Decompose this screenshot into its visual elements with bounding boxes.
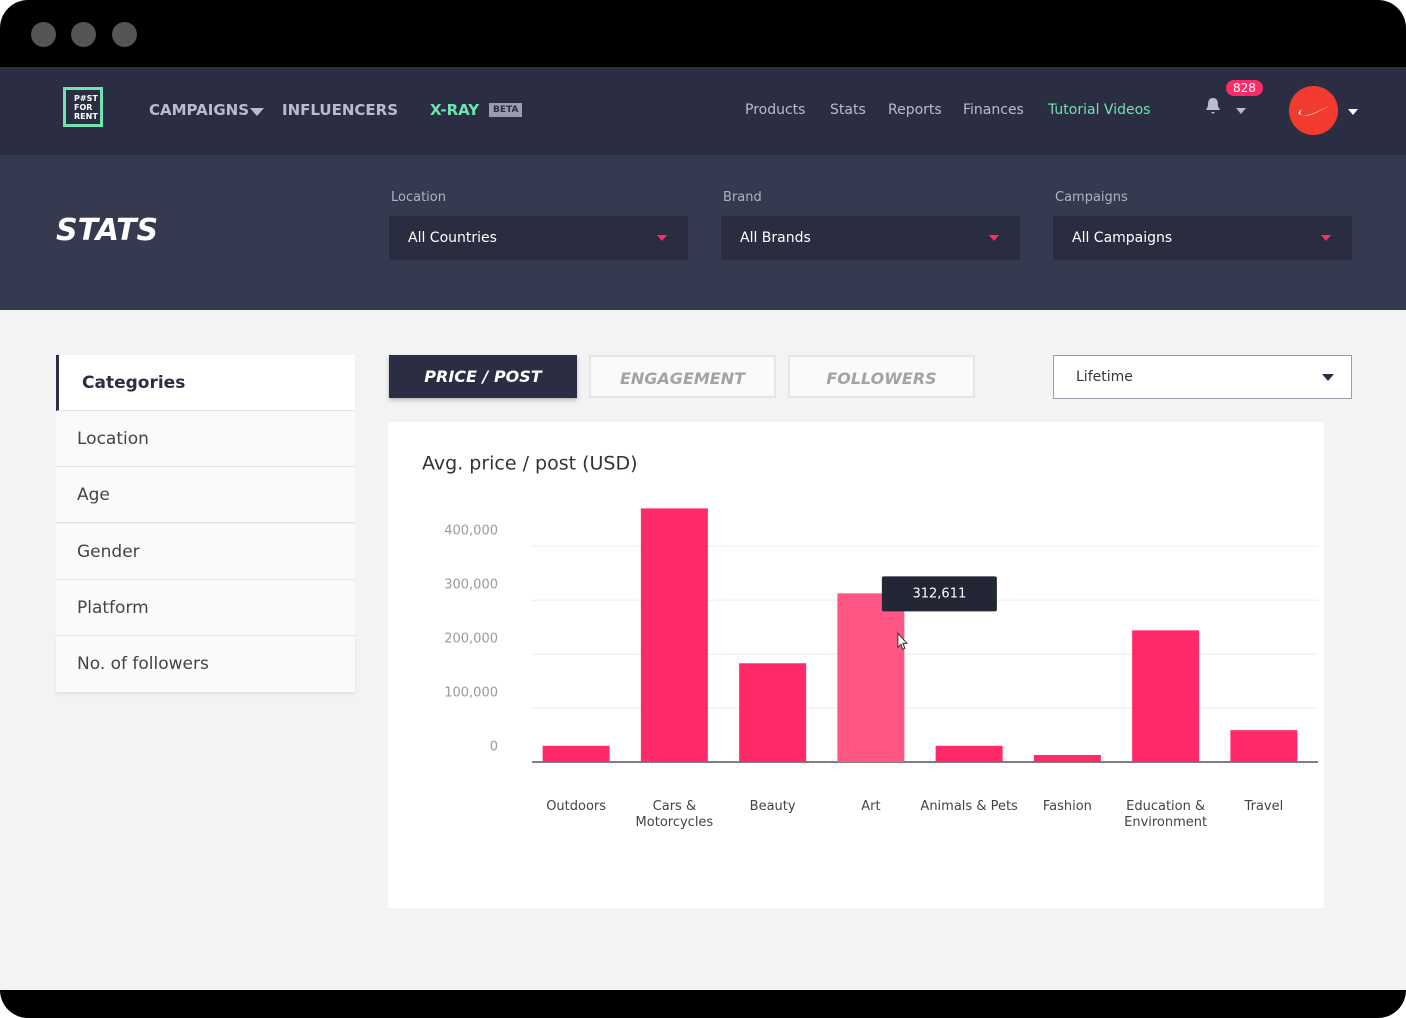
x-tick-label: Outdoors (546, 799, 607, 814)
filter-label: Location (391, 190, 446, 205)
nav-link[interactable]: Tutorial Videos (1048, 102, 1151, 118)
nav-link[interactable]: Products (745, 102, 806, 118)
beta-badge: BETA (489, 103, 523, 117)
logo[interactable]: P#ST FOR RENT (63, 87, 103, 127)
bell-icon[interactable] (1203, 96, 1223, 116)
logo-text: RENT (74, 112, 98, 121)
filter-select[interactable]: All Countries (389, 216, 688, 260)
bar (1230, 730, 1298, 762)
x-tick-label: Art (861, 799, 881, 814)
caret (657, 235, 667, 241)
tab[interactable]: FOLLOWERS (788, 355, 975, 398)
nav-link[interactable]: X-RAY (430, 101, 480, 119)
nav-link[interactable]: CAMPAIGNS (149, 101, 250, 119)
caret (1236, 108, 1246, 114)
logo-text: P#ST (74, 94, 98, 103)
y-tick-label: 0 (490, 740, 498, 755)
y-tick-label: 200,000 (444, 632, 498, 647)
notification-badge[interactable]: 828 (1226, 80, 1263, 96)
chart-title: Avg. price / post (USD) (422, 453, 638, 475)
filter-value: All Brands (740, 230, 811, 246)
cursor (897, 632, 908, 651)
x-tick-label: Travel (1244, 799, 1284, 814)
x-tick-label: Cars & Motorcycles (635, 799, 714, 830)
filter-select[interactable]: All Brands (721, 216, 1020, 260)
y-tick-label: 300,000 (444, 578, 498, 593)
bar (1033, 754, 1101, 762)
caret (1321, 235, 1331, 241)
page-title: STATS (56, 213, 159, 248)
nav-link[interactable]: Finances (963, 102, 1024, 118)
window-dot[interactable] (112, 22, 137, 47)
chart-card: Avg. price / post (USD) 0 100,000 200,000 3… (388, 422, 1324, 908)
filter-select[interactable]: All Campaigns (1053, 216, 1352, 260)
bar (739, 663, 807, 762)
window-dot[interactable] (71, 22, 96, 47)
bar (935, 745, 1003, 762)
y-tick-label: 400,000 (444, 524, 498, 539)
period-value: Lifetime (1076, 369, 1133, 385)
tooltip-label: 312,611 (912, 586, 966, 601)
x-tick-label: Animals & Pets (920, 799, 1018, 814)
y-tick-label: 100,000 (444, 686, 498, 701)
content: Categories Location Age Gender Platform … (0, 310, 1406, 990)
tab[interactable]: ENGAGEMENT (589, 355, 776, 398)
bar (542, 745, 610, 762)
sidebar-item-active[interactable]: Categories (56, 355, 355, 411)
avatar[interactable] (1289, 86, 1338, 135)
nav-link[interactable]: Reports (888, 102, 942, 118)
caret (1348, 109, 1358, 115)
nav-bar: P#ST FOR RENT CAMPAIGNS INFLUENCERS X-RA… (0, 67, 1406, 155)
logo-text: FOR (74, 103, 93, 112)
chart: Avg. price / post (USD) 0 100,000 200,000 3… (422, 453, 1318, 763)
nav-link[interactable]: Stats (830, 102, 866, 118)
sidebar-item[interactable]: Gender (56, 524, 355, 580)
filter-label: Campaigns (1055, 190, 1128, 205)
tab-active[interactable]: PRICE / POST (389, 355, 577, 398)
bar (640, 508, 708, 762)
caret (989, 235, 999, 241)
caret (1322, 374, 1334, 381)
filter-label: Brand (723, 190, 762, 205)
caret (250, 108, 264, 116)
filter-value: All Campaigns (1072, 230, 1173, 246)
sidebar-item[interactable]: Platform (56, 580, 355, 636)
x-tick-label: Fashion (1042, 799, 1092, 814)
x-tick-label: Beauty (749, 799, 796, 814)
nav-link[interactable]: INFLUENCERS (282, 101, 398, 119)
sidebar-item[interactable]: No. of followers (56, 636, 355, 692)
filter-value: All Countries (408, 230, 497, 246)
period-select[interactable]: Lifetime (1053, 355, 1352, 399)
bar (1132, 630, 1200, 762)
tooltip (881, 576, 997, 612)
sidebar-item[interactable]: Age (56, 467, 355, 523)
window-dot[interactable] (31, 22, 56, 47)
page-header: STATS Location All Countries Brand All B… (0, 155, 1406, 310)
x-tick-label: Education & Environment (1124, 799, 1208, 830)
bar (837, 593, 905, 762)
sidebar-item[interactable]: Location (56, 411, 355, 467)
brand-logo (1298, 106, 1329, 116)
